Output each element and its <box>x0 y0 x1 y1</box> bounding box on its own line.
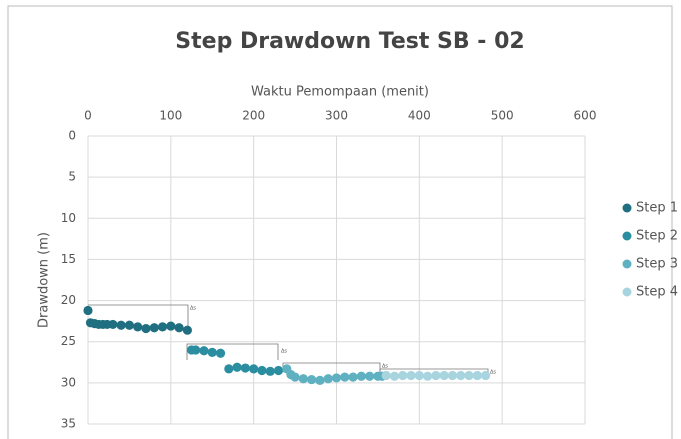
step-bracket <box>186 343 279 360</box>
data-point <box>240 363 250 373</box>
legend-marker <box>622 231 632 241</box>
data-point <box>182 325 192 335</box>
data-point <box>265 366 275 376</box>
data-point <box>331 373 342 383</box>
data-point <box>340 372 350 382</box>
y-tick-label: 35 <box>61 417 76 431</box>
data-point <box>481 370 491 381</box>
x-tick-label: 400 <box>408 109 431 123</box>
y-tick-label: 10 <box>61 211 76 225</box>
annotation: Δs <box>190 306 196 312</box>
data-point <box>356 371 366 381</box>
legend-marker <box>622 287 632 297</box>
data-point <box>389 371 400 381</box>
data-point <box>447 370 458 381</box>
x-tick-label: 100 <box>159 109 182 123</box>
data-point <box>215 348 226 358</box>
data-point <box>464 370 474 381</box>
data-point <box>232 362 242 372</box>
y-tick-label: 25 <box>61 334 76 348</box>
data-point <box>273 365 284 376</box>
data-point <box>83 305 93 316</box>
y-tick-label: 5 <box>68 170 76 184</box>
x-tick-label: 500 <box>491 109 514 123</box>
data-point <box>456 370 466 381</box>
data-point <box>323 374 333 384</box>
data-point <box>348 372 358 382</box>
data-point <box>290 372 300 382</box>
data-point <box>365 371 375 381</box>
data-point <box>174 323 184 333</box>
data-point <box>191 345 201 355</box>
y-tick-label: 20 <box>61 293 76 307</box>
y-tick-label: 0 <box>68 129 76 143</box>
data-point <box>166 321 176 331</box>
step-bracket <box>88 304 189 328</box>
annotation: Δs <box>490 370 496 376</box>
annotation: Δs <box>281 349 287 355</box>
annotation: Δs <box>382 364 388 370</box>
x-tick-label: 0 <box>84 109 92 123</box>
x-tick-label: 600 <box>574 109 597 123</box>
x-axis-label: Waktu Pemompaan (menit) <box>251 85 429 100</box>
legend-label: Step 2 <box>636 229 678 244</box>
data-point <box>381 370 391 381</box>
data-point <box>224 364 234 374</box>
data-point <box>249 364 259 374</box>
data-point <box>472 370 482 381</box>
legend-marker <box>622 259 632 269</box>
y-axis-label: Drawdown (m) <box>37 232 52 328</box>
legend-label: Step 1 <box>636 201 678 216</box>
data-point <box>116 320 126 330</box>
data-point <box>406 370 416 381</box>
legend-label: Step 3 <box>636 257 678 272</box>
data-point <box>157 322 168 332</box>
data-point <box>398 370 408 381</box>
legend-marker <box>622 203 632 213</box>
legend-label: Step 4 <box>636 285 678 300</box>
data-point <box>199 346 209 356</box>
x-tick-label: 200 <box>242 109 265 123</box>
data-point <box>133 322 143 332</box>
data-point <box>124 320 135 330</box>
chart-frame <box>7 5 673 439</box>
data-point <box>423 371 433 381</box>
data-point <box>439 370 449 381</box>
x-tick-label: 300 <box>325 109 348 123</box>
data-point <box>257 365 267 376</box>
data-point <box>108 319 118 330</box>
data-point <box>149 323 159 333</box>
data-point <box>307 374 317 385</box>
data-point <box>414 370 424 381</box>
y-tick-label: 15 <box>61 252 76 266</box>
y-tick-label: 30 <box>61 375 76 389</box>
data-point <box>141 323 151 334</box>
data-point <box>315 375 325 385</box>
data-point <box>431 370 441 381</box>
data-point <box>298 374 308 384</box>
data-point <box>207 347 217 358</box>
chart-title: Step Drawdown Test SB - 02 <box>175 29 524 54</box>
